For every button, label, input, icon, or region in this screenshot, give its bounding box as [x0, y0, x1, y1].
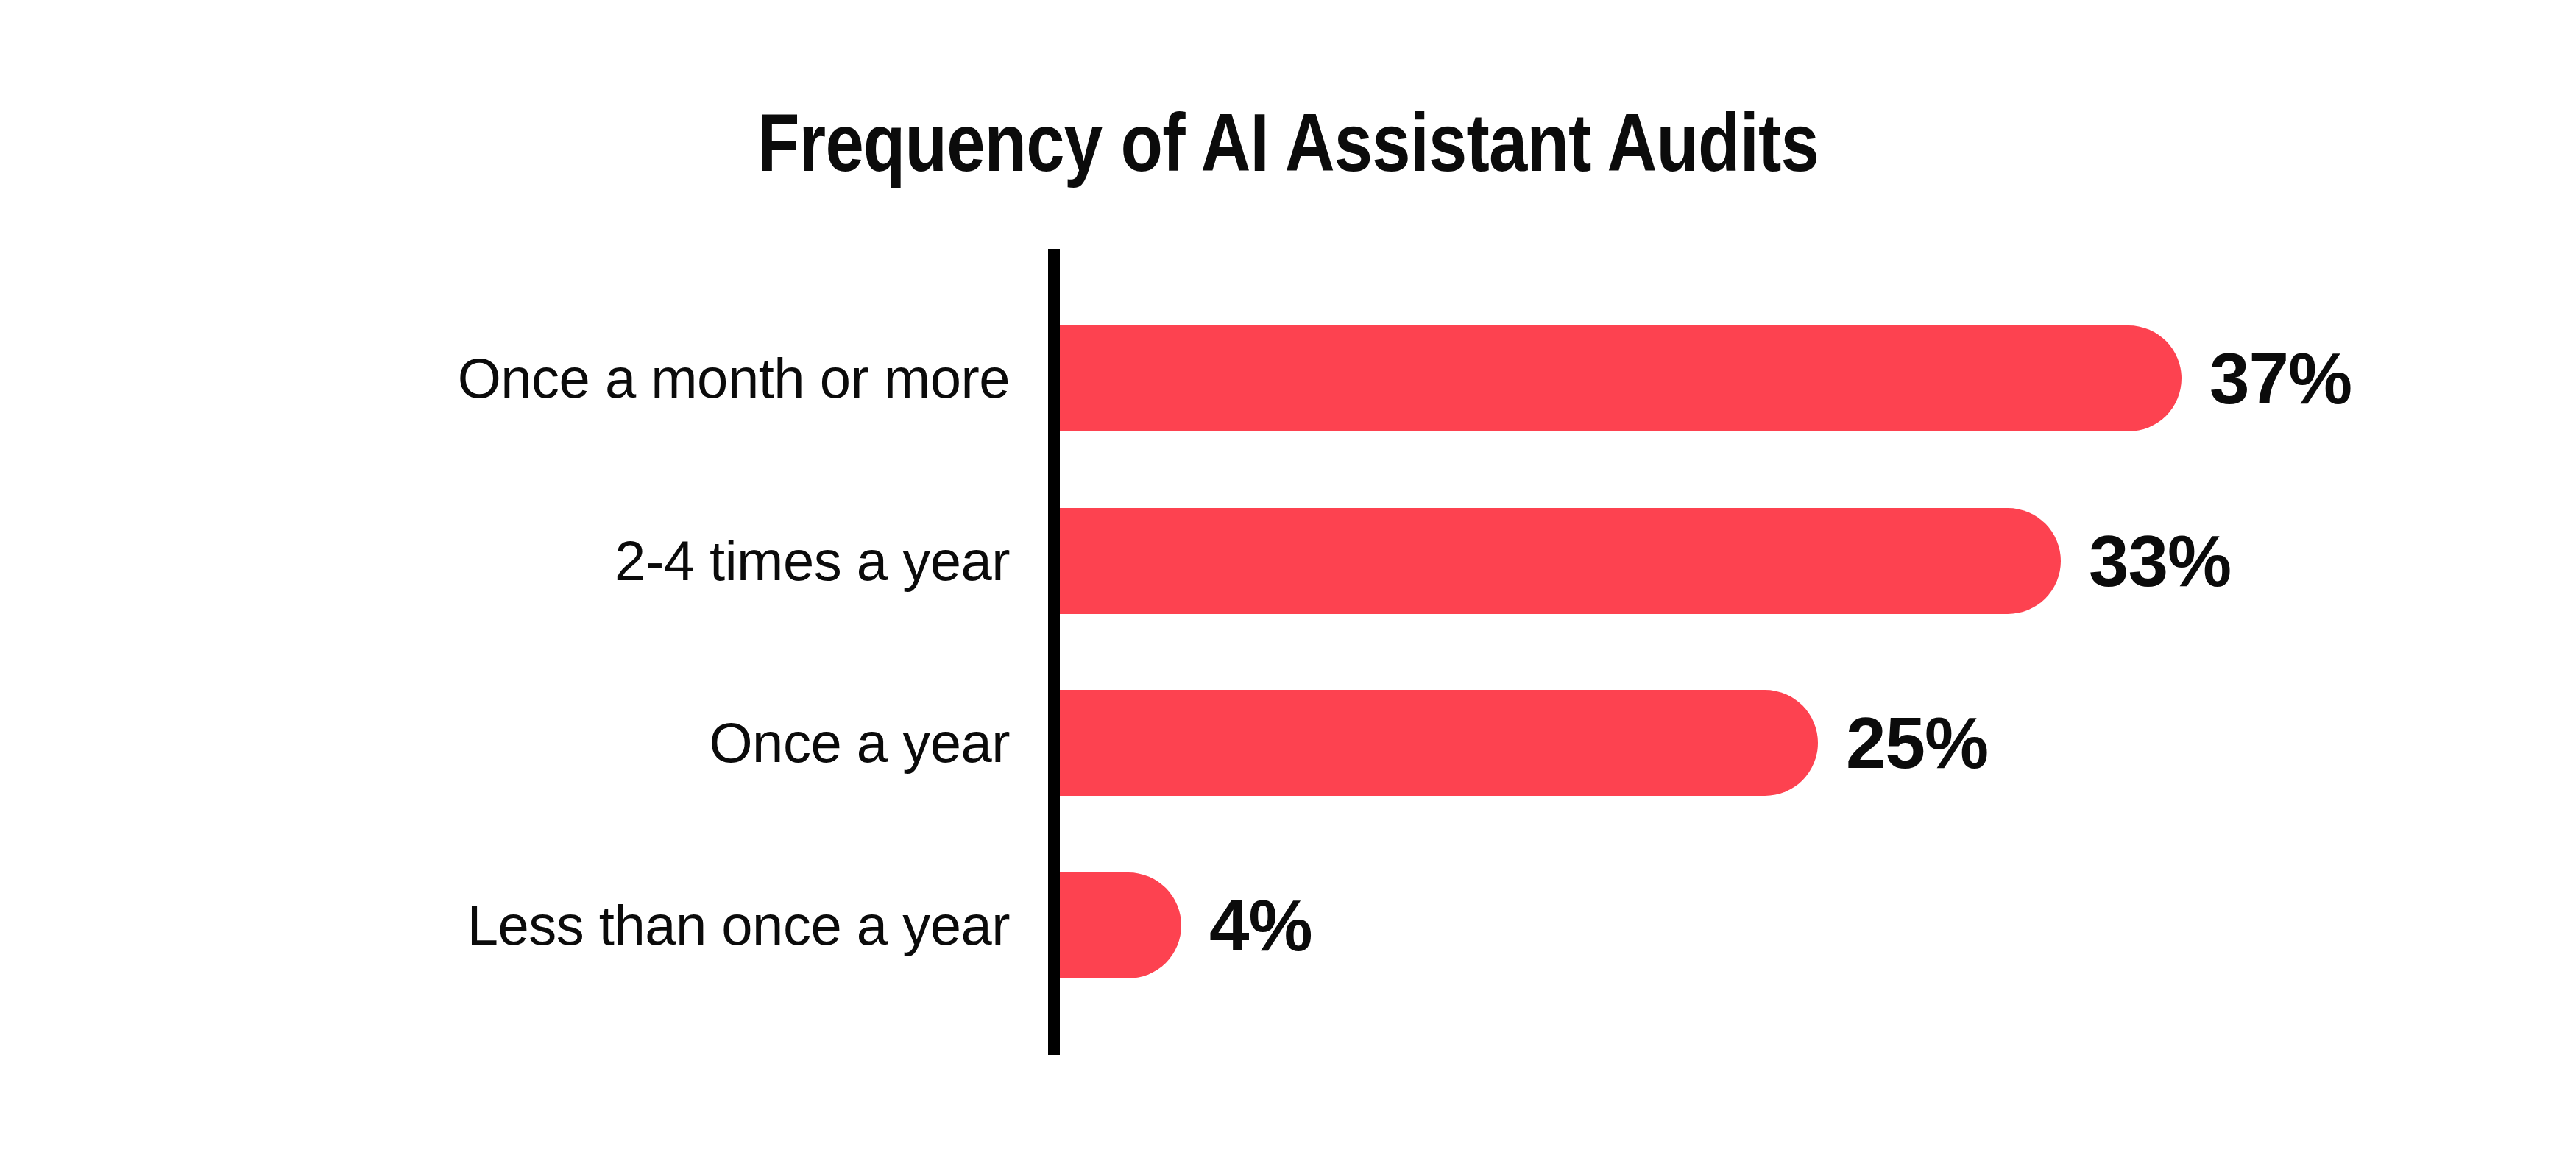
category-label: Less than once a year	[0, 897, 1010, 953]
category-label: Once a month or more	[0, 350, 1010, 406]
bar	[1060, 325, 2182, 431]
bar-row: Once a year 25%	[0, 690, 2576, 796]
bar	[1060, 690, 1818, 796]
plot-area: Once a month or more 37% 2-4 times a year 3…	[0, 249, 2576, 1055]
chart-canvas: Frequency of AI Assistant Audits Once a …	[0, 0, 2576, 1164]
bar	[1060, 872, 1181, 978]
value-label: 33%	[2089, 525, 2231, 597]
bar-row: Less than once a year 4%	[0, 872, 2576, 978]
chart-title: Frequency of AI Assistant Audits	[206, 102, 2370, 184]
bar-row: 2-4 times a year 33%	[0, 508, 2576, 614]
bar-rows: Once a month or more 37% 2-4 times a year 3…	[0, 249, 2576, 1055]
value-label: 4%	[1209, 889, 1312, 962]
bar	[1060, 508, 2061, 614]
value-label: 25%	[1846, 707, 1988, 779]
category-label: Once a year	[0, 715, 1010, 771]
bar-row: Once a month or more 37%	[0, 325, 2576, 431]
category-label: 2-4 times a year	[0, 533, 1010, 589]
value-label: 37%	[2209, 342, 2352, 415]
